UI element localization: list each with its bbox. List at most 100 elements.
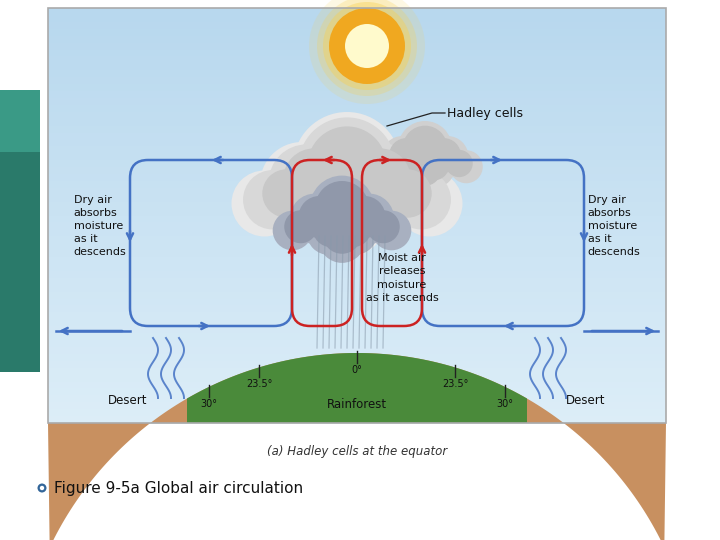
Bar bbox=[48, 126, 666, 133]
Bar bbox=[48, 237, 666, 244]
Circle shape bbox=[426, 136, 469, 178]
Circle shape bbox=[318, 176, 376, 233]
Circle shape bbox=[304, 171, 357, 223]
Circle shape bbox=[243, 170, 302, 230]
Bar bbox=[48, 146, 666, 154]
Bar bbox=[48, 381, 666, 389]
Circle shape bbox=[398, 121, 452, 175]
Circle shape bbox=[396, 151, 432, 187]
Bar bbox=[48, 195, 666, 202]
Circle shape bbox=[349, 148, 411, 210]
Circle shape bbox=[382, 136, 423, 178]
Bar bbox=[48, 312, 666, 320]
Bar bbox=[48, 98, 666, 106]
Text: 30°: 30° bbox=[497, 399, 513, 409]
Circle shape bbox=[335, 171, 400, 236]
Bar bbox=[48, 409, 666, 417]
Bar bbox=[48, 77, 666, 85]
Bar bbox=[48, 188, 666, 195]
Text: Dry air
absorbs
moisture
as it
descends: Dry air absorbs moisture as it descends bbox=[73, 194, 127, 258]
Circle shape bbox=[446, 150, 473, 177]
Circle shape bbox=[426, 138, 461, 173]
Circle shape bbox=[260, 142, 344, 226]
Bar bbox=[48, 271, 666, 279]
Text: Figure 9-5a Global air circulation: Figure 9-5a Global air circulation bbox=[54, 481, 303, 496]
Circle shape bbox=[401, 151, 431, 180]
Circle shape bbox=[315, 181, 369, 235]
Bar bbox=[48, 368, 666, 376]
Bar bbox=[48, 112, 666, 120]
Bar bbox=[48, 91, 666, 99]
Bar bbox=[48, 354, 666, 362]
Bar bbox=[48, 132, 666, 140]
Bar bbox=[48, 306, 666, 313]
Circle shape bbox=[418, 151, 454, 187]
Bar bbox=[48, 84, 666, 92]
Bar bbox=[48, 250, 666, 258]
Bar bbox=[48, 319, 666, 327]
Text: Dry air
absorbs
moisture
as it
descends: Dry air absorbs moisture as it descends bbox=[588, 194, 640, 258]
Circle shape bbox=[350, 142, 434, 226]
Bar bbox=[48, 29, 666, 37]
Circle shape bbox=[367, 150, 400, 183]
Bar bbox=[48, 56, 666, 64]
Bar bbox=[48, 105, 666, 113]
Circle shape bbox=[323, 215, 361, 254]
Circle shape bbox=[37, 483, 47, 492]
Bar bbox=[48, 299, 666, 306]
Text: Hadley cells: Hadley cells bbox=[447, 106, 523, 119]
Circle shape bbox=[402, 126, 447, 170]
Circle shape bbox=[317, 0, 417, 96]
Bar bbox=[48, 167, 666, 175]
Bar bbox=[48, 292, 666, 300]
Bar bbox=[48, 230, 666, 237]
Circle shape bbox=[312, 211, 348, 247]
Bar bbox=[48, 278, 666, 286]
Text: 0°: 0° bbox=[351, 365, 362, 375]
Bar bbox=[48, 208, 666, 217]
Circle shape bbox=[289, 194, 340, 244]
Circle shape bbox=[299, 196, 341, 238]
Bar bbox=[48, 70, 666, 78]
Bar bbox=[48, 285, 666, 293]
Polygon shape bbox=[187, 353, 527, 423]
Bar bbox=[48, 243, 666, 251]
Bar bbox=[0, 152, 40, 372]
Circle shape bbox=[366, 210, 400, 243]
Bar bbox=[48, 50, 666, 57]
Bar bbox=[48, 388, 666, 396]
Text: 30°: 30° bbox=[200, 399, 217, 409]
Bar bbox=[48, 43, 666, 51]
Circle shape bbox=[450, 150, 482, 183]
Text: 23.5°: 23.5° bbox=[442, 380, 468, 389]
Bar bbox=[0, 90, 40, 152]
Circle shape bbox=[343, 196, 385, 238]
Circle shape bbox=[262, 170, 311, 218]
Bar bbox=[48, 63, 666, 71]
Bar bbox=[48, 181, 666, 189]
Circle shape bbox=[284, 210, 318, 243]
Circle shape bbox=[389, 138, 424, 173]
Circle shape bbox=[307, 212, 350, 255]
Circle shape bbox=[383, 170, 432, 218]
Bar bbox=[48, 119, 666, 126]
Circle shape bbox=[293, 112, 401, 220]
Circle shape bbox=[312, 178, 382, 248]
Bar bbox=[48, 416, 666, 424]
Circle shape bbox=[392, 170, 451, 230]
Bar bbox=[48, 375, 666, 382]
Bar bbox=[48, 8, 666, 423]
Circle shape bbox=[420, 151, 449, 180]
Bar bbox=[48, 201, 666, 210]
Circle shape bbox=[269, 144, 344, 220]
Text: Rainforest: Rainforest bbox=[327, 399, 387, 411]
Bar bbox=[48, 340, 666, 348]
Bar bbox=[48, 215, 666, 224]
Circle shape bbox=[307, 126, 387, 206]
Circle shape bbox=[345, 24, 389, 68]
Bar bbox=[48, 22, 666, 30]
Circle shape bbox=[333, 172, 405, 244]
Bar bbox=[48, 8, 666, 16]
Bar bbox=[48, 347, 666, 355]
Circle shape bbox=[232, 171, 297, 237]
